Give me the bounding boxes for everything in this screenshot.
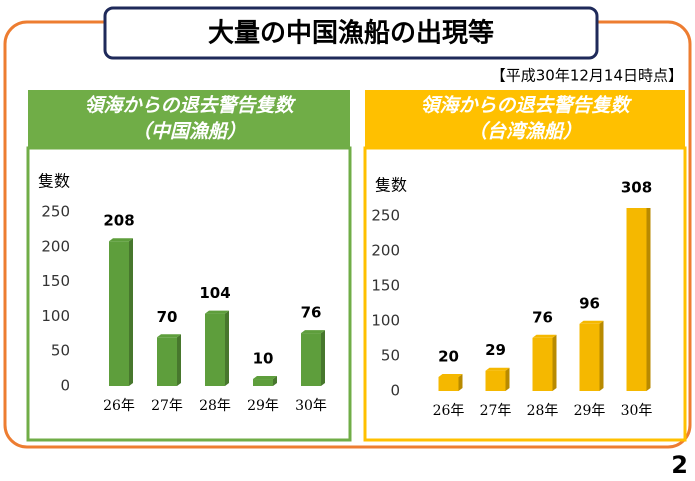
data-label: 29 xyxy=(485,341,506,359)
bar-side xyxy=(505,367,510,391)
y-tick-label: 200 xyxy=(371,242,400,260)
y-axis-label: 隻数 xyxy=(38,172,70,191)
x-tick-label: 30年 xyxy=(621,403,653,419)
panel-title: 領海からの退去警告隻数 xyxy=(84,95,296,117)
bar-side xyxy=(552,334,557,391)
bar-side xyxy=(321,330,325,386)
data-label: 308 xyxy=(621,179,652,197)
bar-top xyxy=(157,334,181,338)
bar-side xyxy=(273,376,277,386)
bar xyxy=(253,379,273,386)
title-box xyxy=(103,6,599,60)
x-tick-label: 26年 xyxy=(433,403,465,419)
bar xyxy=(157,337,177,386)
x-tick-label: 28年 xyxy=(199,398,231,414)
data-label: 76 xyxy=(532,308,553,326)
y-tick-label: 100 xyxy=(41,307,70,325)
bar xyxy=(485,370,506,391)
bar-top xyxy=(579,320,604,324)
y-tick-label: 0 xyxy=(60,377,70,395)
x-tick-label: 28年 xyxy=(527,403,559,419)
bar xyxy=(301,333,321,386)
bar xyxy=(205,313,225,386)
x-tick-label: 29年 xyxy=(247,398,279,414)
bar xyxy=(109,241,129,386)
x-tick-label: 29年 xyxy=(574,403,606,419)
bar-top xyxy=(205,310,229,314)
y-tick-label: 50 xyxy=(51,342,70,360)
bar-side xyxy=(458,374,463,391)
plot xyxy=(438,208,651,391)
panel-frame xyxy=(26,146,352,442)
bar-top xyxy=(438,374,463,377)
data-label: 70 xyxy=(157,308,178,326)
y-tick-label: 200 xyxy=(41,237,70,255)
slide-title: 大量の中国漁船の出現等 xyxy=(208,18,494,49)
y-tick-label: 150 xyxy=(41,272,70,290)
panel-title: 領海からの退去警告隻数 xyxy=(420,95,632,117)
data-label: 20 xyxy=(438,348,459,366)
y-tick-label: 250 xyxy=(371,207,400,225)
y-tick-label: 50 xyxy=(381,347,400,365)
y-tick-label: 100 xyxy=(371,312,400,330)
panel-subtitle: （台湾漁船） xyxy=(468,121,582,143)
bar-top xyxy=(532,334,557,338)
x-tick-label: 27年 xyxy=(480,403,512,419)
bar xyxy=(438,377,459,391)
bar-top xyxy=(253,376,277,380)
x-tick-label: 27年 xyxy=(151,398,183,414)
y-axis-label: 隻数 xyxy=(375,176,407,195)
bar xyxy=(626,208,647,391)
y-tick-label: 150 xyxy=(371,277,400,295)
bar-top xyxy=(109,238,133,242)
panel-subtitle: （中国漁船） xyxy=(132,121,246,143)
x-tick-label: 30年 xyxy=(295,398,327,414)
panel-header xyxy=(365,90,685,148)
bar-side xyxy=(129,238,133,386)
panel-header xyxy=(28,90,350,148)
plot xyxy=(109,238,325,386)
x-tick-label: 26年 xyxy=(103,398,135,414)
bar xyxy=(532,337,553,391)
bar xyxy=(579,323,600,391)
data-label: 96 xyxy=(579,294,600,312)
bar-top xyxy=(485,367,510,371)
date-note: 【平成30年12月14日時点】 xyxy=(491,67,683,85)
bar-side xyxy=(177,334,181,386)
y-tick-label: 250 xyxy=(41,203,70,221)
bar-side xyxy=(646,208,651,391)
data-label: 10 xyxy=(253,350,274,368)
bar-side xyxy=(599,320,604,391)
data-label: 208 xyxy=(103,212,134,230)
bar-top xyxy=(301,330,325,334)
data-label: 104 xyxy=(199,284,230,302)
bar-side xyxy=(225,310,229,386)
page-number: 2 xyxy=(671,451,688,479)
y-tick-label: 0 xyxy=(390,382,400,400)
data-label: 76 xyxy=(301,304,322,322)
